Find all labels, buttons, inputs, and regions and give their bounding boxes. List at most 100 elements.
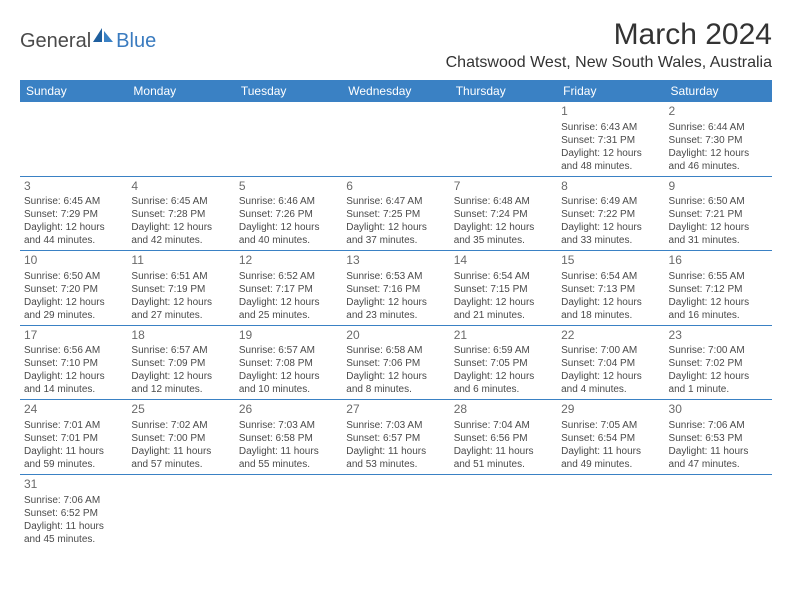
cell-line: Sunset: 7:24 PM: [454, 208, 553, 221]
month-title: March 2024: [446, 18, 772, 52]
day-number: 13: [346, 253, 445, 269]
sail-icon: [93, 28, 115, 49]
calendar-cell: 25Sunrise: 7:02 AMSunset: 7:00 PMDayligh…: [127, 400, 234, 475]
calendar-header-row: SundayMondayTuesdayWednesdayThursdayFrid…: [20, 80, 772, 102]
cell-line: Sunrise: 6:58 AM: [346, 344, 445, 357]
calendar-cell: 10Sunrise: 6:50 AMSunset: 7:20 PMDayligh…: [20, 251, 127, 326]
cell-line: Sunset: 6:52 PM: [24, 507, 123, 520]
cell-line: Sunset: 7:09 PM: [131, 357, 230, 370]
calendar-cell: 23Sunrise: 7:00 AMSunset: 7:02 PMDayligh…: [665, 325, 772, 400]
cell-line: Sunrise: 7:01 AM: [24, 419, 123, 432]
cell-line: Sunrise: 6:50 AM: [669, 195, 768, 208]
calendar-table: SundayMondayTuesdayWednesdayThursdayFrid…: [20, 80, 772, 549]
cell-line: Sunrise: 6:52 AM: [239, 270, 338, 283]
day-number: 11: [131, 253, 230, 269]
calendar-cell: 14Sunrise: 6:54 AMSunset: 7:15 PMDayligh…: [450, 251, 557, 326]
cell-line: Daylight: 12 hours: [669, 147, 768, 160]
day-number: 17: [24, 328, 123, 344]
calendar-cell: 4Sunrise: 6:45 AMSunset: 7:28 PMDaylight…: [127, 176, 234, 251]
calendar-cell: 27Sunrise: 7:03 AMSunset: 6:57 PMDayligh…: [342, 400, 449, 475]
cell-line: Sunset: 7:05 PM: [454, 357, 553, 370]
cell-line: Sunset: 7:10 PM: [24, 357, 123, 370]
cell-line: and 6 minutes.: [454, 383, 553, 396]
day-number: 26: [239, 402, 338, 418]
cell-line: and 57 minutes.: [131, 458, 230, 471]
cell-line: Daylight: 12 hours: [24, 296, 123, 309]
cell-line: Daylight: 11 hours: [131, 445, 230, 458]
cell-line: and 10 minutes.: [239, 383, 338, 396]
calendar-cell: 12Sunrise: 6:52 AMSunset: 7:17 PMDayligh…: [235, 251, 342, 326]
calendar-cell: 19Sunrise: 6:57 AMSunset: 7:08 PMDayligh…: [235, 325, 342, 400]
cell-line: and 55 minutes.: [239, 458, 338, 471]
logo-text-part2: Blue: [116, 30, 156, 53]
calendar-cell: [235, 102, 342, 176]
cell-line: Sunrise: 6:43 AM: [561, 121, 660, 134]
cell-line: Daylight: 12 hours: [561, 221, 660, 234]
day-header: Sunday: [20, 80, 127, 102]
cell-line: and 35 minutes.: [454, 234, 553, 247]
cell-line: Sunrise: 7:06 AM: [24, 494, 123, 507]
cell-line: Sunrise: 6:54 AM: [454, 270, 553, 283]
title-block: March 2024 Chatswood West, New South Wal…: [446, 18, 772, 72]
cell-line: and 31 minutes.: [669, 234, 768, 247]
cell-line: and 49 minutes.: [561, 458, 660, 471]
cell-line: Sunrise: 7:03 AM: [239, 419, 338, 432]
calendar-cell: 2Sunrise: 6:44 AMSunset: 7:30 PMDaylight…: [665, 102, 772, 176]
calendar-week-row: 10Sunrise: 6:50 AMSunset: 7:20 PMDayligh…: [20, 251, 772, 326]
cell-line: Sunset: 7:08 PM: [239, 357, 338, 370]
cell-line: Sunset: 7:16 PM: [346, 283, 445, 296]
cell-line: Sunset: 7:02 PM: [669, 357, 768, 370]
day-number: 20: [346, 328, 445, 344]
day-number: 10: [24, 253, 123, 269]
cell-line: Daylight: 12 hours: [24, 370, 123, 383]
cell-line: Sunset: 7:13 PM: [561, 283, 660, 296]
calendar-cell: 30Sunrise: 7:06 AMSunset: 6:53 PMDayligh…: [665, 400, 772, 475]
day-header: Tuesday: [235, 80, 342, 102]
day-header: Saturday: [665, 80, 772, 102]
day-number: 2: [669, 104, 768, 120]
cell-line: Sunset: 7:25 PM: [346, 208, 445, 221]
cell-line: Sunrise: 6:45 AM: [131, 195, 230, 208]
day-number: 6: [346, 179, 445, 195]
calendar-cell: [557, 474, 664, 548]
cell-line: Sunrise: 6:47 AM: [346, 195, 445, 208]
cell-line: and 46 minutes.: [669, 160, 768, 173]
calendar-cell: [450, 102, 557, 176]
cell-line: Sunset: 7:29 PM: [24, 208, 123, 221]
calendar-week-row: 31Sunrise: 7:06 AMSunset: 6:52 PMDayligh…: [20, 474, 772, 548]
calendar-cell: 6Sunrise: 6:47 AMSunset: 7:25 PMDaylight…: [342, 176, 449, 251]
cell-line: Sunrise: 6:54 AM: [561, 270, 660, 283]
cell-line: and 23 minutes.: [346, 309, 445, 322]
cell-line: and 4 minutes.: [561, 383, 660, 396]
calendar-cell: 29Sunrise: 7:05 AMSunset: 6:54 PMDayligh…: [557, 400, 664, 475]
cell-line: and 42 minutes.: [131, 234, 230, 247]
cell-line: Daylight: 12 hours: [669, 296, 768, 309]
cell-line: Sunset: 7:31 PM: [561, 134, 660, 147]
cell-line: Sunrise: 7:03 AM: [346, 419, 445, 432]
cell-line: Sunset: 7:06 PM: [346, 357, 445, 370]
calendar-cell: [342, 102, 449, 176]
calendar-cell: 18Sunrise: 6:57 AMSunset: 7:09 PMDayligh…: [127, 325, 234, 400]
day-number: 1: [561, 104, 660, 120]
calendar-cell: 7Sunrise: 6:48 AMSunset: 7:24 PMDaylight…: [450, 176, 557, 251]
calendar-cell: [342, 474, 449, 548]
calendar-cell: 20Sunrise: 6:58 AMSunset: 7:06 PMDayligh…: [342, 325, 449, 400]
cell-line: and 27 minutes.: [131, 309, 230, 322]
cell-line: and 37 minutes.: [346, 234, 445, 247]
cell-line: Sunrise: 6:55 AM: [669, 270, 768, 283]
day-header: Thursday: [450, 80, 557, 102]
cell-line: Sunset: 6:57 PM: [346, 432, 445, 445]
calendar-week-row: 17Sunrise: 6:56 AMSunset: 7:10 PMDayligh…: [20, 325, 772, 400]
calendar-cell: 11Sunrise: 6:51 AMSunset: 7:19 PMDayligh…: [127, 251, 234, 326]
cell-line: Sunrise: 6:57 AM: [131, 344, 230, 357]
cell-line: Sunset: 6:54 PM: [561, 432, 660, 445]
cell-line: Sunrise: 6:51 AM: [131, 270, 230, 283]
cell-line: Sunrise: 7:00 AM: [669, 344, 768, 357]
day-number: 22: [561, 328, 660, 344]
cell-line: and 47 minutes.: [669, 458, 768, 471]
logo: General Blue: [20, 28, 156, 55]
cell-line: Daylight: 12 hours: [131, 296, 230, 309]
cell-line: Sunset: 7:12 PM: [669, 283, 768, 296]
day-number: 18: [131, 328, 230, 344]
cell-line: Daylight: 12 hours: [454, 370, 553, 383]
